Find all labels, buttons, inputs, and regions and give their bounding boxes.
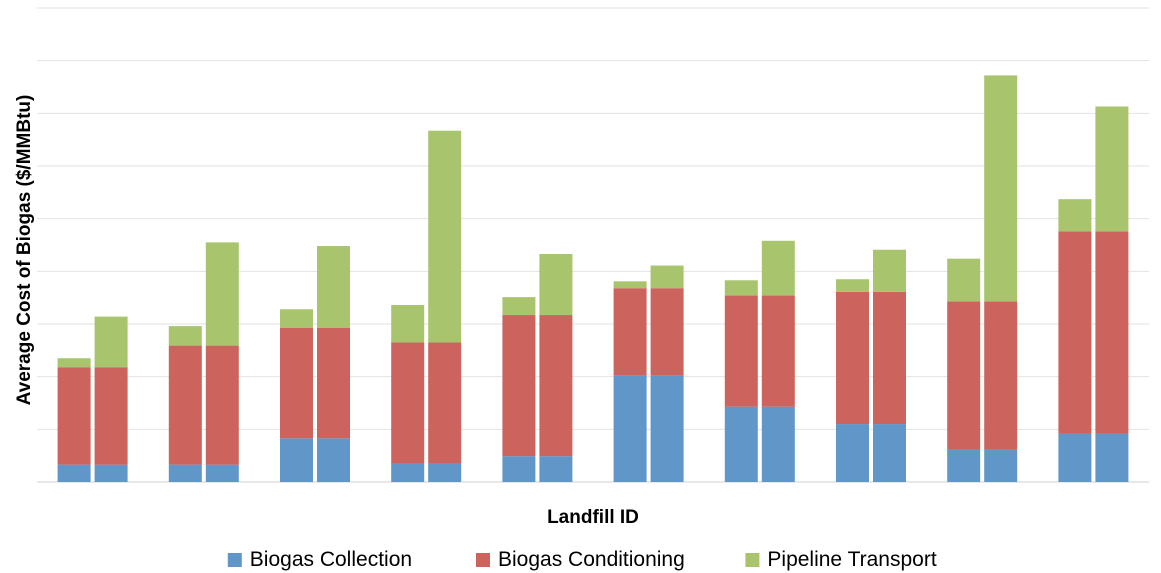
bar-segment-biogas-collection — [836, 424, 869, 482]
bar-segment-biogas-conditioning — [391, 342, 425, 464]
bar-segment-pipeline-transport — [650, 265, 684, 289]
legend-label: Pipeline Transport — [767, 548, 936, 571]
bar-segment-pipeline-transport — [873, 249, 906, 292]
x-axis-label: Landfill ID — [547, 507, 639, 528]
legend-label: Biogas Conditioning — [498, 548, 685, 571]
legend: Biogas Collection Biogas Conditioning Pipe… — [227, 548, 937, 571]
bar-segment-pipeline-transport — [1058, 199, 1092, 232]
bar-segment-biogas-collection — [873, 424, 906, 482]
bar-segment-biogas-collection — [317, 438, 350, 482]
bar-segment-biogas-collection — [428, 463, 462, 482]
bar-segment-biogas-collection — [280, 438, 313, 482]
bar-segment-biogas-collection — [57, 464, 91, 482]
bar-segment-biogas-conditioning — [317, 327, 350, 439]
bar-segment-biogas-collection — [94, 464, 128, 482]
bar-segment-biogas-collection — [947, 449, 981, 482]
bar-segment-biogas-collection — [205, 464, 239, 482]
bar-segment-pipeline-transport — [1095, 106, 1129, 232]
bar-segment-pipeline-transport — [836, 279, 869, 292]
bar-segment-biogas-collection — [539, 456, 573, 482]
gridlines — [37, 7, 1149, 483]
bar-segment-biogas-conditioning — [502, 315, 536, 457]
bar-segment-biogas-conditioning — [1058, 231, 1092, 434]
bar-segment-pipeline-transport — [317, 246, 350, 328]
bar-segment-biogas-conditioning — [984, 301, 1018, 450]
bar-segment-biogas-conditioning — [539, 315, 573, 457]
bar-segment-pipeline-transport — [984, 75, 1018, 302]
bar-segment-pipeline-transport — [428, 130, 462, 343]
bar-segment-pipeline-transport — [947, 258, 981, 302]
bar-segment-pipeline-transport — [613, 281, 647, 289]
bar-segment-biogas-conditioning — [761, 295, 795, 407]
bar-segment-biogas-collection — [502, 456, 536, 482]
bar-segment-biogas-conditioning — [947, 301, 981, 450]
bar-segment-biogas-conditioning — [613, 288, 647, 376]
bar-segment-biogas-conditioning — [280, 327, 313, 439]
bar-segment-pipeline-transport — [391, 305, 425, 343]
legend-swatch — [476, 553, 490, 567]
bar-segment-pipeline-transport — [280, 309, 313, 328]
bar-segment-biogas-collection — [724, 406, 758, 482]
legend-swatch — [745, 553, 760, 567]
bar-segment-biogas-conditioning — [836, 291, 869, 425]
bar-segment-biogas-conditioning — [94, 367, 128, 465]
bar-segment-biogas-collection — [650, 375, 684, 482]
bar-segment-biogas-collection — [1095, 433, 1129, 482]
bar-segment-pipeline-transport — [168, 326, 202, 346]
bar-segment-pipeline-transport — [761, 240, 795, 296]
bar-segment-biogas-conditioning — [650, 288, 684, 376]
bar-segment-pipeline-transport — [205, 242, 239, 346]
bar-segment-biogas-conditioning — [724, 295, 758, 407]
y-axis-label: Average Cost of Biogas ($/MMBtu) — [14, 95, 35, 406]
bar-segment-biogas-conditioning — [1095, 231, 1129, 434]
legend-swatch — [227, 553, 242, 567]
bar-segment-pipeline-transport — [94, 316, 128, 368]
bar-segment-biogas-collection — [391, 463, 425, 482]
bar-segment-pipeline-transport — [57, 358, 91, 368]
bar-segment-biogas-conditioning — [873, 291, 906, 425]
bar-segment-biogas-collection — [984, 449, 1018, 482]
legend-label: Biogas Collection — [250, 548, 412, 571]
bar-segment-biogas-collection — [1058, 433, 1092, 482]
bar-segment-biogas-collection — [761, 406, 795, 482]
bar-segment-pipeline-transport — [502, 297, 536, 316]
bar-segment-biogas-conditioning — [57, 367, 91, 465]
bar-segment-biogas-conditioning — [205, 345, 239, 465]
bar-segment-biogas-collection — [168, 464, 202, 482]
bar-segment-biogas-collection — [613, 375, 647, 482]
bar-segment-pipeline-transport — [724, 280, 758, 296]
bar-segment-biogas-conditioning — [428, 342, 462, 464]
bar-segment-biogas-conditioning — [168, 345, 202, 465]
bars — [57, 75, 1129, 482]
bar-segment-pipeline-transport — [539, 253, 573, 316]
